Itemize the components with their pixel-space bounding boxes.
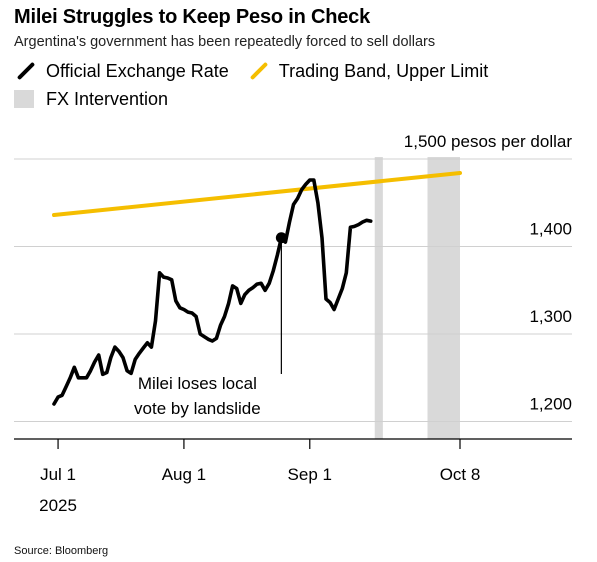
- y-tick-label-1300: 1,300: [529, 307, 572, 326]
- legend: Official Exchange Rate Trading Band, Upp…: [14, 58, 506, 114]
- y-tick-label-1200: 1,200: [529, 395, 572, 414]
- annotation-text-line-2: vote by landslide: [134, 399, 261, 418]
- annotation-text-line-1: Milei loses local: [138, 374, 257, 393]
- x-tick-label-aug-1: Aug 1: [162, 465, 206, 484]
- legend-row-2: FX Intervention: [14, 86, 506, 112]
- y-axis: 1,200 1,300 1,400 1,500 pesos per dollar: [404, 132, 573, 414]
- fx-intervention-band-1: [374, 157, 383, 439]
- trading-band-line: [52, 171, 462, 217]
- trading-band-series: [52, 171, 462, 217]
- annotation-marker-dot: [275, 232, 287, 244]
- official-rate-line: [52, 178, 373, 406]
- y-tick-label-1400: 1,400: [529, 220, 572, 239]
- y-tick-label-1500: 1,500 pesos per dollar: [404, 132, 573, 151]
- x-axis: Jul 1 2025 Aug 1 Sep 1 Oct 8: [14, 438, 572, 515]
- intervention-shading: [374, 157, 460, 439]
- legend-label-official-rate: Official Exchange Rate: [46, 60, 229, 81]
- legend-row-1: Official Exchange Rate Trading Band, Upp…: [14, 58, 506, 84]
- chart-subtitle: Argentina's government has been repeated…: [14, 34, 436, 50]
- x-tick-sublabel-year: 2025: [39, 496, 77, 515]
- legend-item-trading-band: Trading Band, Upper Limit: [247, 60, 488, 82]
- legend-item-official-rate: Official Exchange Rate: [14, 60, 229, 82]
- legend-label-fx-intervention: FX Intervention: [46, 88, 169, 109]
- gridlines: [14, 158, 572, 422]
- legend-item-fx-intervention: FX Intervention: [14, 89, 168, 110]
- annotation-layer: Milei loses local vote by landslide: [134, 232, 287, 418]
- official-rate-series: [52, 178, 373, 406]
- x-tick-label-jul-1: Jul 1: [40, 465, 76, 484]
- source-note: Source: Bloomberg: [14, 545, 109, 557]
- chart-title: Milei Struggles to Keep Peso in Check: [14, 6, 371, 28]
- legend-label-trading-band: Trading Band, Upper Limit: [278, 60, 489, 81]
- fx-intervention-band-2: [427, 157, 460, 439]
- legend-box-swatch-gray: [14, 90, 34, 108]
- x-tick-label-oct-8: Oct 8: [440, 465, 481, 484]
- x-tick-label-sep-1: Sep 1: [288, 465, 332, 484]
